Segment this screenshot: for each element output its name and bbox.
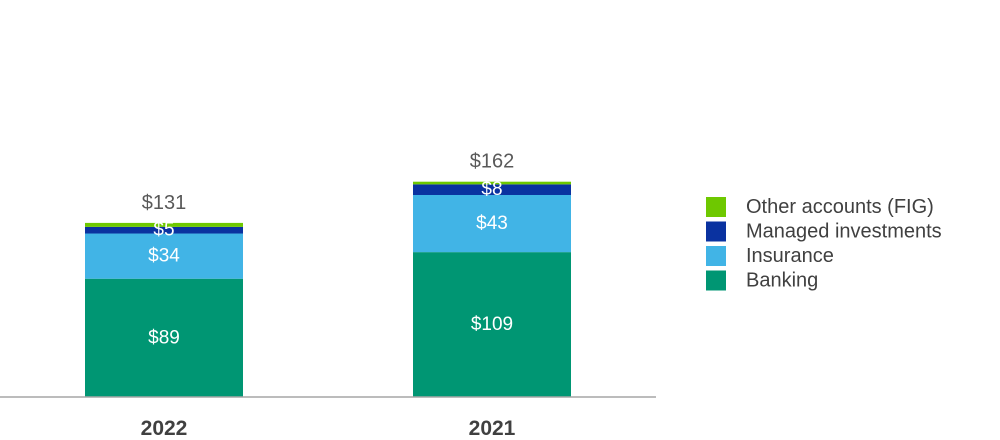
bar-segment-other-accounts-fig--2021	[413, 181, 571, 185]
total-value-label: $162	[470, 151, 515, 173]
legend-swatch	[706, 270, 726, 291]
bar-segment-banking-2022	[85, 278, 243, 397]
legend-label: Banking	[746, 270, 818, 292]
category-label: 2021	[469, 417, 516, 440]
bar-segment-banking-2021	[413, 252, 571, 397]
bars-group	[85, 181, 571, 397]
legend-label: Insurance	[746, 245, 834, 267]
segment-value-label: $8	[481, 179, 502, 200]
total-labels-group: $131 $162	[142, 151, 515, 214]
bar-segment-managed-investments-2021	[413, 184, 571, 195]
legend-label: Other accounts (FIG)	[746, 196, 934, 218]
category-label: 2022	[141, 417, 188, 440]
legend: Other accounts (FIG) Managed investmentsI…	[706, 196, 942, 292]
segment-labels-group: $89 $34 $5 $109 $43 $8	[148, 179, 513, 348]
segment-value-label: $43	[476, 213, 508, 234]
legend-swatch	[706, 246, 726, 266]
segment-value-label: $5	[153, 220, 174, 241]
bar-segment-other-accounts-fig--2022	[85, 222, 243, 227]
segment-value-label: $34	[148, 246, 180, 267]
segment-value-label: $109	[471, 314, 513, 335]
bar-segment-managed-investments-2022	[85, 226, 243, 234]
total-value-label: $131	[142, 192, 187, 214]
legend-swatch	[706, 197, 726, 217]
bar-segment-insurance-2021	[413, 194, 571, 253]
legend-label: Managed investments	[746, 221, 942, 243]
segment-value-label: $89	[148, 327, 180, 348]
legend-swatch	[706, 221, 726, 242]
category-labels-group: 2022 2021	[141, 417, 516, 440]
bar-segment-insurance-2022	[85, 233, 243, 279]
